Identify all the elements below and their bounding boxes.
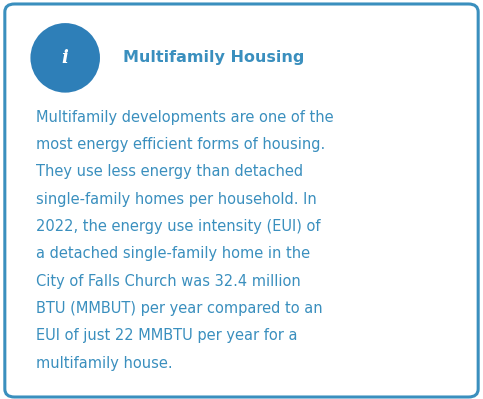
Text: They use less energy than detached: They use less energy than detached — [36, 164, 303, 180]
Text: i: i — [62, 49, 69, 67]
Text: multifamily house.: multifamily house. — [36, 356, 173, 371]
Text: single-family homes per household. In: single-family homes per household. In — [36, 192, 317, 207]
Ellipse shape — [30, 23, 100, 93]
Text: BTU (MMBUT) per year compared to an: BTU (MMBUT) per year compared to an — [36, 301, 323, 316]
Text: 2022, the energy use intensity (EUI) of: 2022, the energy use intensity (EUI) of — [36, 219, 321, 234]
Text: City of Falls Church was 32.4 million: City of Falls Church was 32.4 million — [36, 274, 301, 289]
Text: Multifamily Housing: Multifamily Housing — [123, 49, 305, 65]
Text: EUI of just 22 MMBTU per year for a: EUI of just 22 MMBTU per year for a — [36, 328, 298, 344]
Text: most energy efficient forms of housing.: most energy efficient forms of housing. — [36, 137, 326, 152]
Text: Multifamily developments are one of the: Multifamily developments are one of the — [36, 110, 334, 125]
FancyBboxPatch shape — [5, 4, 478, 397]
Text: a detached single-family home in the: a detached single-family home in the — [36, 247, 311, 261]
